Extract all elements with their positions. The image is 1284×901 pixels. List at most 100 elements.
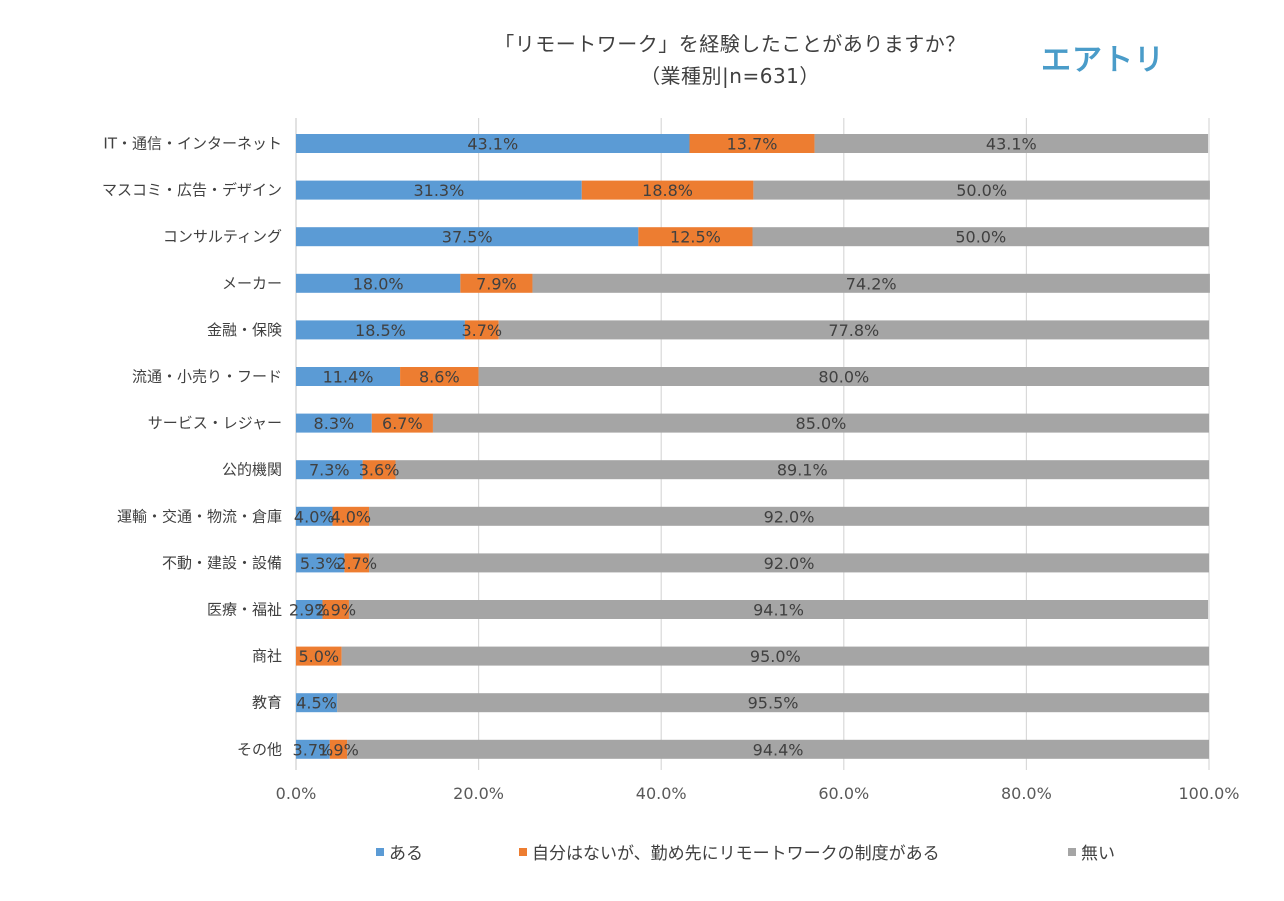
category-label: 流通・小売り・フード xyxy=(132,368,282,386)
data-label: 85.0% xyxy=(796,414,847,433)
bar-segment xyxy=(296,180,582,200)
bar-segment xyxy=(369,553,1209,573)
data-label: 37.5% xyxy=(442,228,493,247)
bar-segment xyxy=(432,413,1209,433)
bar-segment xyxy=(341,646,1209,666)
data-label: 80.0% xyxy=(818,368,869,387)
legend-swatch-seido xyxy=(519,847,527,856)
bar-segment xyxy=(296,460,363,480)
data-label: 3.6% xyxy=(359,461,400,480)
bar-segment xyxy=(296,600,323,619)
bar-segment xyxy=(689,134,815,153)
bar-segment xyxy=(332,506,370,526)
data-label: 18.5% xyxy=(355,321,406,340)
category-label: サービス・レジャー xyxy=(148,414,282,432)
data-label: 5.3% xyxy=(300,554,341,573)
x-tick-label: 100.0% xyxy=(1178,784,1239,803)
data-label: 4.5% xyxy=(296,694,337,713)
data-label: 1.9% xyxy=(318,740,359,759)
category-label: その他 xyxy=(237,740,282,758)
data-label: 4.0% xyxy=(294,507,335,526)
bar-segment xyxy=(395,460,1210,480)
bar-segment xyxy=(532,273,1210,293)
data-label: 50.0% xyxy=(956,181,1007,200)
data-label: 94.4% xyxy=(753,740,804,759)
bar-segment xyxy=(347,739,1209,759)
category-label: マスコミ・広告・デザイン xyxy=(102,181,282,199)
data-label: 7.9% xyxy=(476,274,517,293)
x-tick-label: 60.0% xyxy=(818,784,869,803)
bar-segment xyxy=(460,273,533,293)
bar-segment xyxy=(296,413,372,433)
bar-segment xyxy=(296,646,342,666)
data-label: 2.9% xyxy=(315,601,356,620)
legend-item-aru: ある xyxy=(376,839,423,864)
data-label: 92.0% xyxy=(764,554,815,573)
bar-segment xyxy=(296,739,330,759)
category-label: 商社 xyxy=(252,647,282,665)
category-label: コンサルティング xyxy=(163,228,282,246)
data-label: 3.7% xyxy=(461,321,502,340)
data-label: 5.0% xyxy=(298,647,339,666)
data-label: 94.1% xyxy=(753,601,804,620)
data-label: 95.0% xyxy=(750,647,801,666)
bar-segment xyxy=(814,134,1209,153)
data-label: 8.6% xyxy=(419,368,460,387)
bar-segment xyxy=(371,413,433,433)
data-label: 74.2% xyxy=(846,274,897,293)
data-label: 11.4% xyxy=(323,368,374,387)
bar-segment xyxy=(296,273,461,293)
legend-label-aru: ある xyxy=(389,844,423,864)
chart-title: 「リモートワーク」を経験したことがありますか？ xyxy=(494,32,966,56)
x-tick-label: 40.0% xyxy=(636,784,687,803)
legend-item-nai: 無い xyxy=(1068,839,1115,864)
bar-segment xyxy=(638,227,753,247)
data-label: 92.0% xyxy=(764,507,815,526)
bar-segment xyxy=(753,180,1210,200)
data-label: 31.3% xyxy=(413,181,464,200)
bar-segment xyxy=(752,227,1209,247)
data-label: 95.5% xyxy=(748,694,799,713)
data-label: 12.5% xyxy=(670,228,721,247)
bar-segment xyxy=(362,460,396,480)
bar-segment xyxy=(296,693,338,713)
data-label: 43.1% xyxy=(986,135,1037,154)
x-tick-label: 80.0% xyxy=(1001,784,1052,803)
bar-segment xyxy=(296,553,345,573)
bar-segment xyxy=(296,320,465,340)
bar-segment xyxy=(464,320,499,340)
data-label: 89.1% xyxy=(777,461,828,480)
bar-segment xyxy=(369,506,1209,526)
data-label: 13.7% xyxy=(727,135,778,154)
bar-segment xyxy=(322,600,349,619)
category-label: 医療・福祉 xyxy=(207,601,282,619)
data-label: 4.0% xyxy=(330,507,371,526)
category-label: メーカー xyxy=(222,274,282,292)
category-label: IT・通信・インターネット xyxy=(103,135,282,153)
category-label: 不動・建設・設備 xyxy=(162,554,282,572)
bar-segment xyxy=(498,320,1209,340)
bar-segment xyxy=(296,227,639,247)
bar-segment xyxy=(296,506,333,526)
bar-segment xyxy=(400,367,479,386)
data-label: 2.9% xyxy=(289,601,330,620)
data-label: 2.7% xyxy=(336,554,377,573)
x-tick-label: 20.0% xyxy=(453,784,504,803)
bar-segment xyxy=(344,553,370,573)
legend-swatch-nai xyxy=(1068,847,1076,856)
data-label: 18.0% xyxy=(353,274,404,293)
category-label: 運輸・交通・物流・倉庫 xyxy=(117,507,282,525)
x-tick-label: 0.0% xyxy=(276,784,317,803)
data-label: 77.8% xyxy=(828,321,879,340)
data-label: 18.8% xyxy=(642,181,693,200)
category-label: 公的機関 xyxy=(222,461,282,479)
legend-swatch-aru xyxy=(376,847,384,856)
bar-segment xyxy=(478,367,1210,386)
bar-segment xyxy=(581,180,754,200)
data-label: 43.1% xyxy=(467,135,518,154)
bar-segment xyxy=(348,600,1209,619)
data-label: 6.7% xyxy=(382,414,423,433)
bar-segment xyxy=(337,693,1210,713)
brand-logo: エアトリ xyxy=(1041,43,1165,78)
